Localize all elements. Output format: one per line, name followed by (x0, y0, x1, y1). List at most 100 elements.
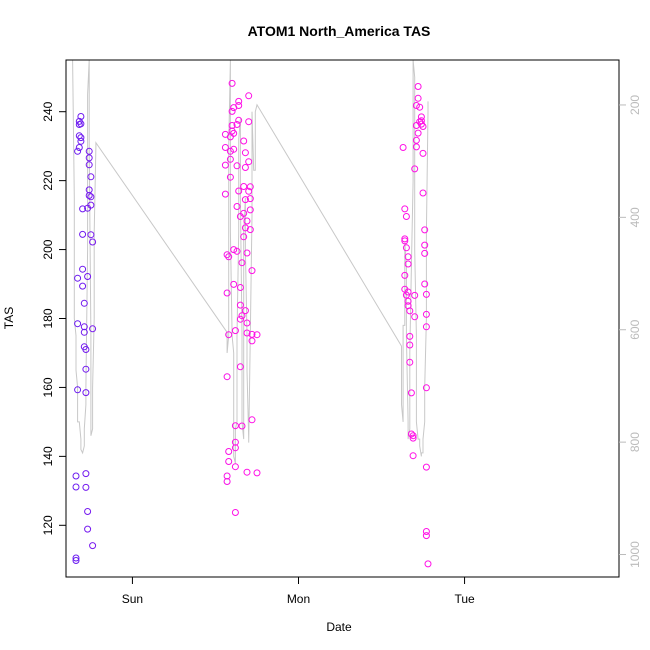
data-point (409, 452, 417, 460)
data-point (223, 251, 231, 259)
data-point (235, 97, 243, 105)
series-line (72, 60, 429, 464)
data-point (406, 358, 414, 366)
y2-tick-label: 400 (628, 207, 642, 227)
data-point (231, 509, 239, 516)
data-point (404, 253, 412, 261)
data-point (77, 113, 85, 120)
data-point (87, 193, 95, 201)
data-point (240, 183, 248, 190)
data-point (414, 94, 422, 102)
data-point (223, 478, 231, 485)
data-point (411, 165, 419, 173)
data-point (421, 226, 429, 234)
x-tick-label: Mon (287, 592, 310, 606)
data-point (80, 299, 88, 307)
data-point (77, 120, 85, 128)
data-point (240, 137, 248, 145)
chart-title: ATOM1 North_America TAS (248, 23, 431, 39)
data-point (404, 260, 412, 268)
plot-frame (65, 59, 620, 578)
data-point (233, 203, 241, 210)
data-point (79, 265, 87, 273)
data-point (223, 289, 231, 297)
data-point (236, 301, 244, 309)
data-point (74, 386, 82, 394)
data-point (231, 444, 239, 452)
data-point (82, 365, 90, 373)
data-point (85, 154, 93, 162)
data-point (238, 259, 246, 267)
data-point (235, 187, 243, 195)
y2-tick-label: 600 (628, 319, 642, 339)
data-point (228, 79, 236, 87)
data-point (223, 373, 231, 381)
x-tick-label: Tue (454, 592, 475, 606)
data-point (416, 103, 424, 111)
data-point (87, 231, 95, 239)
data-point (230, 280, 238, 288)
data-point (231, 422, 239, 430)
data-point (77, 134, 85, 142)
data-point (72, 472, 80, 480)
data-point (72, 557, 80, 564)
data-point (85, 192, 93, 199)
data-point (407, 430, 415, 438)
y-axis-label: TAS (2, 307, 16, 329)
data-point (422, 532, 430, 540)
data-point (422, 384, 430, 392)
data-point (243, 468, 251, 476)
data-point (401, 235, 409, 243)
data-point (72, 554, 80, 562)
data-point (246, 226, 254, 234)
data-point (404, 297, 412, 305)
data-point (226, 155, 234, 163)
data-point (230, 246, 238, 254)
data-point (414, 83, 422, 90)
data-point (409, 432, 417, 440)
data-point (248, 337, 256, 345)
data-point (404, 288, 412, 296)
data-point (240, 209, 248, 217)
x-axis: Sun Mon Tue (122, 577, 475, 606)
y-tick-label: 120 (41, 515, 55, 535)
data-point (406, 341, 414, 349)
data-point (236, 315, 244, 323)
data-point (79, 205, 87, 213)
data-point (421, 241, 429, 249)
y2-axis: 200 400 600 800 1000 (619, 95, 642, 568)
data-point (84, 525, 92, 533)
data-point (221, 144, 229, 151)
data-point (228, 122, 236, 129)
data-point (401, 271, 409, 279)
scatter-series (72, 79, 432, 568)
y-tick-label: 220 (41, 170, 55, 190)
data-point (412, 143, 420, 151)
data-point (243, 319, 251, 327)
data-point (85, 147, 93, 155)
data-point (422, 310, 430, 318)
line-series (72, 60, 429, 464)
y-tick-label: 140 (41, 446, 55, 466)
data-point (245, 118, 253, 126)
data-point (241, 149, 249, 157)
data-point (253, 331, 261, 339)
data-point (407, 389, 415, 397)
data-point (419, 189, 427, 197)
data-point (240, 233, 248, 241)
data-point (238, 422, 246, 430)
data-point (226, 173, 234, 181)
data-point (72, 483, 80, 491)
data-point (241, 307, 249, 315)
data-point (221, 161, 229, 169)
data-point (241, 164, 249, 171)
data-point (411, 291, 419, 299)
data-point (82, 389, 90, 397)
data-point (89, 325, 97, 333)
data-point (74, 274, 82, 282)
data-point (225, 331, 233, 339)
data-point (225, 253, 233, 261)
data-point (230, 129, 238, 137)
y-tick-label: 200 (41, 239, 55, 259)
